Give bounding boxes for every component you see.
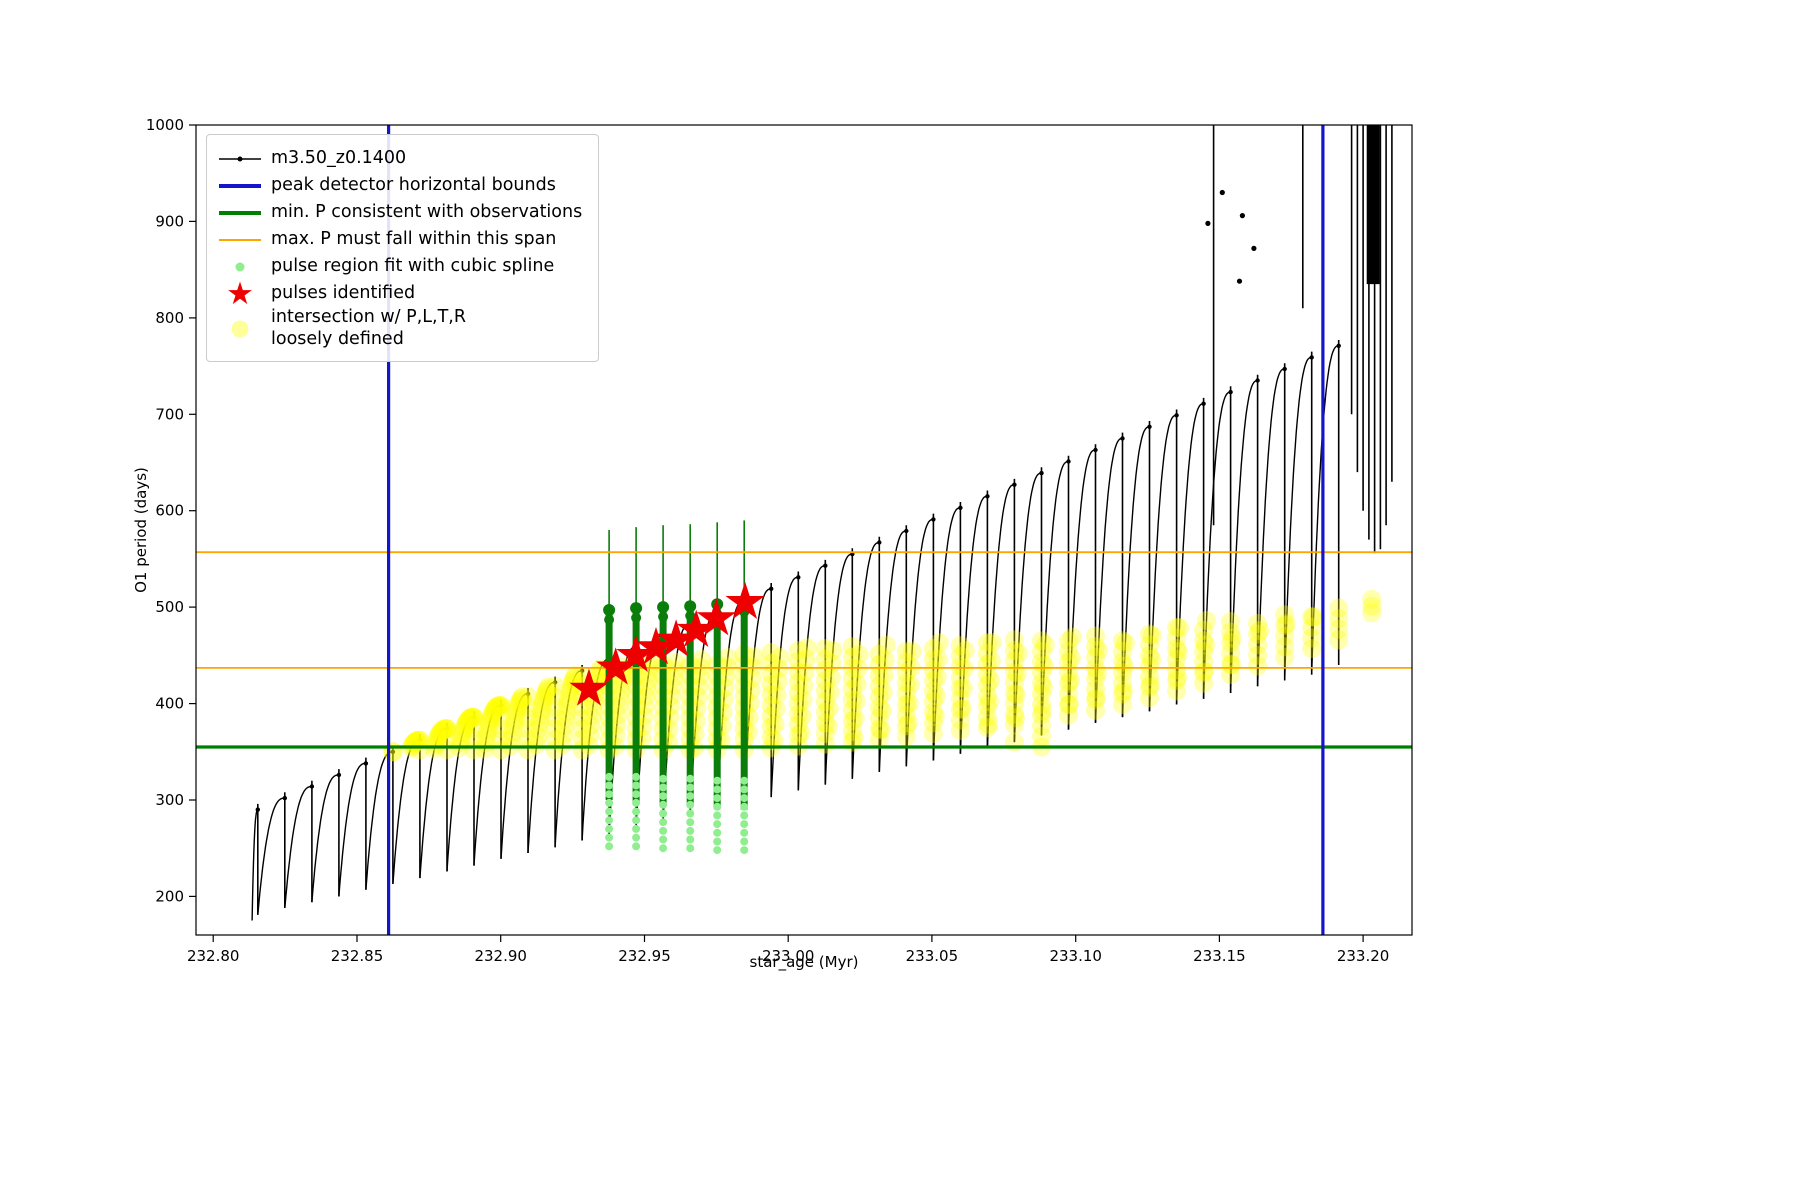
legend-label: intersection w/ P,L,T,R loosely defined <box>271 307 466 349</box>
line-legend-icon <box>217 227 263 253</box>
legend-label: pulses identified <box>271 282 416 303</box>
svg-text:233.10: 233.10 <box>1049 947 1102 965</box>
svg-text:232.80: 232.80 <box>187 947 240 965</box>
legend-item-0: m3.50_z0.1400 <box>217 145 582 172</box>
svg-text:232.95: 232.95 <box>618 947 671 965</box>
legend-item-4: pulse region fit with cubic spline <box>217 253 582 280</box>
pulse-track-series <box>251 125 1393 921</box>
thick-line-legend-icon <box>217 173 263 199</box>
svg-text:300: 300 <box>155 791 184 809</box>
svg-text:232.85: 232.85 <box>331 947 384 965</box>
legend-item-5: pulses identified <box>217 280 582 307</box>
svg-text:1000: 1000 <box>146 116 184 134</box>
svg-text:600: 600 <box>155 502 184 520</box>
svg-text:400: 400 <box>155 695 184 713</box>
x-axis-label: star_age (Myr) <box>749 953 859 971</box>
svg-text:233.20: 233.20 <box>1337 947 1390 965</box>
thick-line-legend-icon <box>217 200 263 226</box>
y-axis-label: O1 period (days) <box>132 467 150 593</box>
svg-text:232.90: 232.90 <box>474 947 527 965</box>
star-legend-icon <box>217 281 263 307</box>
intersection-scatter <box>383 589 1382 762</box>
max-p-span-lines <box>196 551 1412 669</box>
legend-item-3: max. P must fall within this span <box>217 226 582 253</box>
svg-text:800: 800 <box>155 309 184 327</box>
legend-item-1: peak detector horizontal bounds <box>217 172 582 199</box>
dot-large-legend-icon <box>217 316 263 342</box>
legend-label: pulse region fit with cubic spline <box>271 255 555 276</box>
line-dot-legend-icon <box>217 146 263 172</box>
legend-label: min. P consistent with observations <box>271 201 583 222</box>
legend-label: max. P must fall within this span <box>271 228 557 249</box>
svg-text:500: 500 <box>155 598 184 616</box>
svg-text:700: 700 <box>155 405 184 423</box>
svg-text:233.05: 233.05 <box>906 947 959 965</box>
svg-text:233.15: 233.15 <box>1193 947 1246 965</box>
axes-frame <box>195 124 1413 936</box>
legend-item-6: intersection w/ P,L,T,R loosely defined <box>217 307 582 351</box>
legend-label: m3.50_z0.1400 <box>271 147 407 168</box>
pulses-identified-markers <box>569 581 765 706</box>
legend-item-2: min. P consistent with observations <box>217 199 582 226</box>
svg-text:200: 200 <box>155 887 184 905</box>
svg-text:233.00: 233.00 <box>762 947 815 965</box>
dot-small-legend-icon <box>217 254 263 280</box>
y-axis-ticks: 200 300 400 500 600 700 800 900 1000 <box>146 116 196 905</box>
legend-label: peak detector horizontal bounds <box>271 174 556 195</box>
svg-text:900: 900 <box>155 212 184 230</box>
x-axis-ticks: 232.80 232.85 232.90 232.95 233.00 233.05 233.… <box>187 935 1389 965</box>
